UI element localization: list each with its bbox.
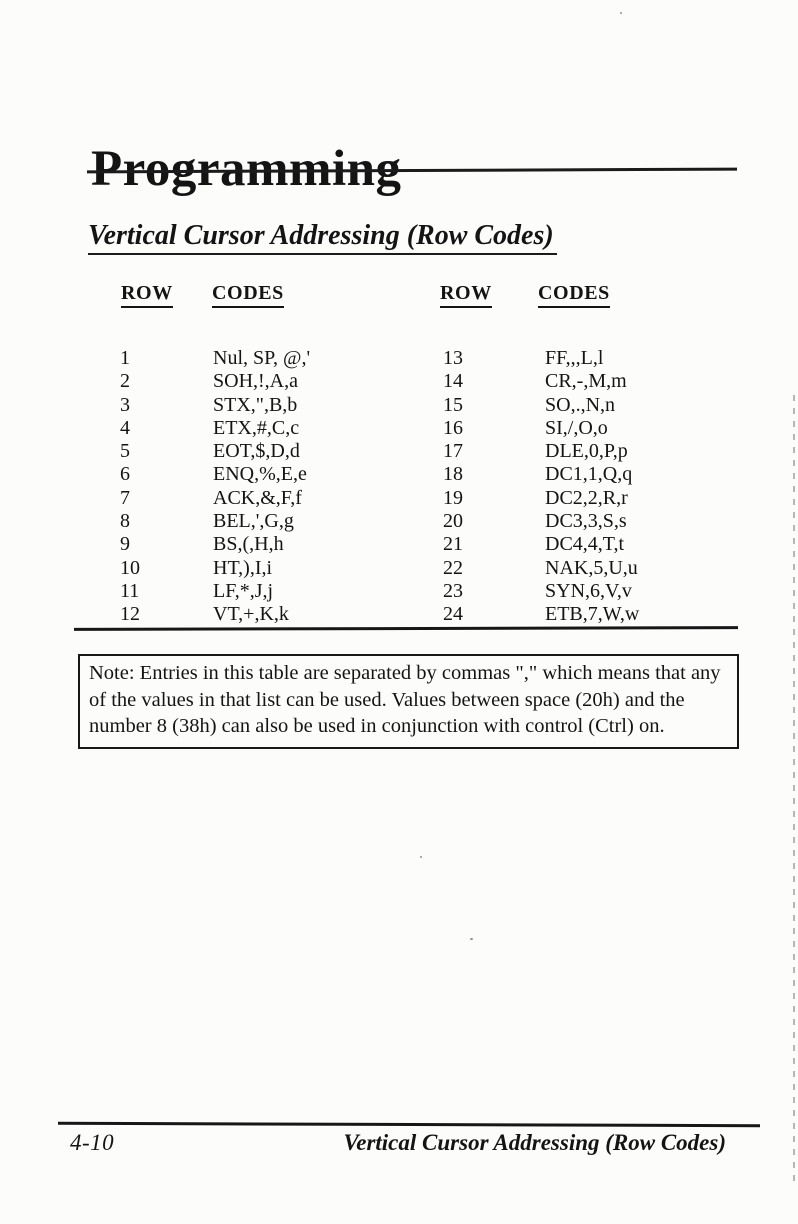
table-row: 3 STX,",B,b [120,394,310,417]
note-line: number 8 (38h) can also be used in conju… [89,715,665,737]
row-codes: SOH,!,A,a [213,370,298,393]
row-number: 1 [120,347,130,369]
table-row: 6 ENQ,%,E,e [120,463,310,486]
row-codes: EOT,$,D,d [213,440,300,463]
row-number: 3 [120,393,130,416]
row-codes: ETB,7,W,w [545,603,640,626]
row-number: 23 [443,579,463,602]
row-codes: DLE,0,P,p [545,440,628,463]
table-row: 8 BEL,',G,g [120,510,310,533]
table-row: 10 HT,),I,i [120,557,310,580]
table-row: 24 ETB,7,W,w [443,603,639,626]
note-line: of the values in that list can be used. … [89,688,685,711]
row-number: 18 [443,463,463,486]
table-header-codes-left: CODES [212,282,284,308]
row-codes: VT,+,K,k [213,603,289,626]
table-bottom-rule [73,626,739,631]
table-row: 1 Nul, SP, @,' [120,347,310,370]
table-row: 11 LF,*,J,j [120,580,310,603]
row-codes-table-left-column: 1 Nul, SP, @,' 2 SOH,!,A,a 3 STX,",B,b 4 ETX… [120,347,310,627]
table-header-codes-right: CODES [538,282,610,308]
table-row: 23 SYN,6,V,v [443,580,639,603]
footer-running-title: Vertical Cursor Addressing (Row Codes) [343,1130,726,1155]
row-number: 19 [443,486,463,509]
table-row: 19 DC2,2,R,r [443,487,639,510]
row-number: 13 [443,347,463,369]
section-heading: Vertical Cursor Addressing (Row Codes) [88,220,557,256]
row-codes: DC1,1,Q,q [545,463,633,486]
row-number: 21 [443,533,463,556]
row-codes: DC3,3,S,s [545,510,627,533]
table-row: 17 DLE,0,P,p [443,440,639,463]
table-row: 13 FF,,,L,l [443,347,639,370]
row-number: 5 [120,440,130,463]
row-codes: Nul, SP, @,' [213,347,311,369]
row-codes-table-right-column: 13 FF,,,L,l 14 CR,-,M,m 15 SO,.,N,n 16 SI,/,… [443,347,639,627]
footer-rule [57,1121,761,1127]
row-codes: ETX,#,C,c [213,416,300,439]
scan-speck [620,12,622,14]
table-row: 12 VT,+,K,k [120,603,310,626]
row-number: 17 [443,440,463,463]
row-number: 4 [120,416,130,439]
scan-edge-artifact [793,395,795,1185]
table-row: 16 SI,/,O,o [443,417,639,440]
row-codes: ENQ,%,E,e [213,463,307,486]
row-codes: HT,),I,i [213,556,273,579]
table-row: 14 CR,-,M,m [443,370,639,393]
row-number: 15 [443,393,463,416]
table-row: 9 BS,(,H,h [120,533,310,556]
row-codes: SO,.,N,n [545,393,616,416]
row-codes: STX,",B,b [213,393,298,416]
table-row: 2 SOH,!,A,a [120,370,310,393]
row-number: 2 [120,370,130,393]
row-codes: FF,,,L,l [545,347,604,369]
row-codes: DC2,2,R,r [545,486,628,509]
row-codes: CR,-,M,m [545,370,627,393]
row-number: 6 [120,463,130,486]
row-number: 11 [120,579,140,602]
table-header-row-right: ROW [440,282,492,308]
row-number: 12 [120,603,140,626]
row-number: 10 [120,556,140,579]
note-line: Note: Entries in this table are separate… [89,662,721,684]
page-number: 4-10 [70,1130,115,1155]
row-codes: DC4,4,T,t [545,533,625,556]
row-number: 9 [120,533,130,556]
scan-speck [420,856,422,858]
row-codes: NAK,5,U,u [545,556,638,579]
scan-speck [470,938,473,940]
table-row: 7 ACK,&,F,f [120,487,310,510]
row-number: 7 [120,486,130,509]
table-row: 5 EOT,$,D,d [120,440,310,463]
table-row: 20 DC3,3,S,s [443,510,639,533]
table-row: 18 DC1,1,Q,q [443,463,639,486]
row-number: 14 [443,370,463,393]
row-codes: LF,*,J,j [213,579,274,602]
row-codes: SI,/,O,o [545,416,608,439]
row-number: 8 [120,510,130,533]
row-number: 20 [443,510,463,533]
row-codes: BS,(,H,h [213,533,284,556]
row-codes: SYN,6,V,v [545,579,632,602]
row-number: 22 [443,556,463,579]
table-row: 21 DC4,4,T,t [443,533,639,556]
row-codes: ACK,&,F,f [213,486,302,509]
table-row: 4 ETX,#,C,c [120,417,310,440]
table-row: 15 SO,.,N,n [443,394,639,417]
row-codes: BEL,',G,g [213,510,294,533]
table-header-row-left: ROW [121,282,173,308]
row-number: 24 [443,603,463,626]
table-row: 22 NAK,5,U,u [443,557,639,580]
row-number: 16 [443,416,463,439]
note-box: Note: Entries in this table are separate… [78,654,739,749]
